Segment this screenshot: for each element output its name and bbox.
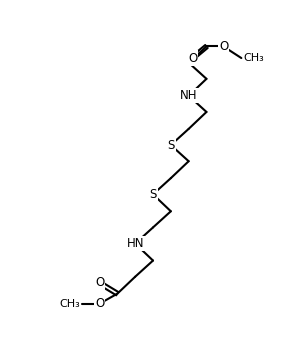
- Text: CH₃: CH₃: [244, 53, 264, 63]
- Text: O: O: [188, 52, 197, 65]
- Text: S: S: [167, 139, 175, 151]
- Text: HN: HN: [126, 237, 144, 250]
- Text: NH: NH: [180, 89, 197, 102]
- Text: O: O: [95, 297, 104, 310]
- Text: CH₃: CH₃: [59, 299, 80, 309]
- Text: S: S: [149, 188, 157, 201]
- Text: O: O: [95, 276, 104, 289]
- Text: O: O: [219, 40, 228, 53]
